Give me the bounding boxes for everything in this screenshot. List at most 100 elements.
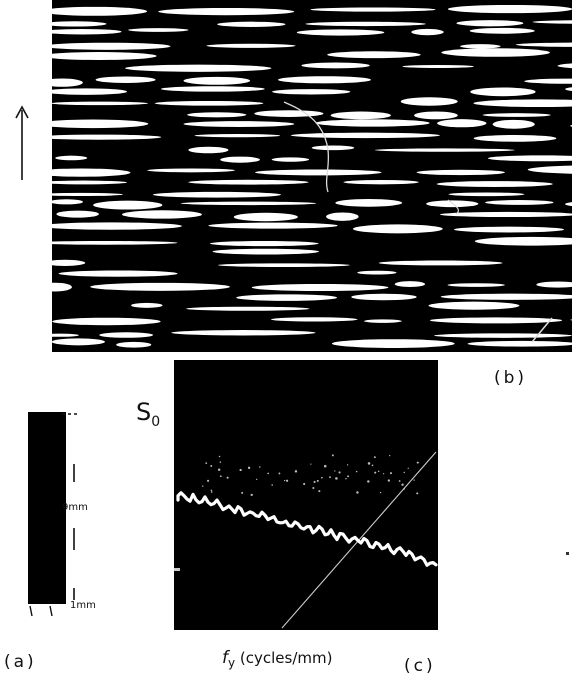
y-axis-label-sub: 0 (151, 413, 161, 430)
noise-dot (218, 455, 221, 458)
noise-dot (379, 491, 382, 494)
scale-upper-label: 9mm (62, 502, 88, 513)
noise-dot (377, 470, 380, 473)
grain-streak (194, 134, 281, 138)
noise-dot (371, 464, 374, 467)
grain-streak (310, 7, 436, 12)
grain-streak (460, 44, 501, 49)
grain-streak (330, 111, 391, 120)
grain-streak (209, 240, 319, 247)
grain-streak (52, 199, 84, 205)
noise-dot (271, 484, 273, 486)
grain-streak (233, 212, 298, 222)
noise-dot (373, 456, 376, 459)
noise-dot (294, 470, 298, 473)
grain-streak (217, 21, 286, 27)
noise-dot (312, 486, 315, 490)
grain-streak (171, 330, 316, 336)
grain-streak (116, 341, 152, 348)
grain-streak (532, 20, 572, 24)
noise-dot (256, 478, 258, 481)
grain-streak (254, 110, 324, 117)
noise-dot (219, 461, 222, 463)
grain-streak (485, 200, 554, 205)
grain-streak (99, 332, 154, 338)
grain-streak (52, 168, 131, 177)
grain-streak (52, 282, 72, 292)
noise-dot (387, 479, 391, 482)
grain-streak (400, 97, 458, 106)
grain-streak (251, 283, 389, 292)
grain-streak (327, 51, 421, 59)
grain-streak (482, 113, 551, 117)
grain-streak (565, 87, 572, 92)
grain-streak (447, 4, 572, 14)
grain-streak (436, 181, 553, 187)
noise-dot (398, 480, 401, 482)
scale-ticks (29, 413, 80, 617)
noise-dot (202, 485, 204, 487)
grain-streak (378, 260, 503, 266)
grain-streak (296, 29, 385, 36)
grain-streak (58, 270, 178, 277)
noise-dot (407, 467, 409, 469)
grain-streak (469, 27, 535, 34)
noise-dot (210, 465, 213, 467)
grain-streak (416, 169, 505, 176)
grain-streak (536, 281, 572, 288)
noise-dot (331, 454, 334, 457)
grain-streak (52, 317, 161, 326)
grain-streak (456, 20, 524, 27)
grain-streak (335, 198, 403, 207)
noise-dot (416, 461, 419, 464)
panel-c-label: (c) (404, 656, 436, 676)
noise-dot (335, 477, 338, 480)
noise-dot (403, 487, 406, 490)
grain-streak (160, 86, 265, 92)
noise-dot (303, 482, 306, 486)
grain-streak (52, 21, 107, 27)
panel-a-label: (a) (4, 652, 37, 672)
grain-streak (183, 121, 295, 127)
grain-streak (301, 62, 370, 69)
panel-b-label: (b) (494, 368, 528, 388)
grain-streak (183, 76, 251, 85)
grain-streak (208, 222, 338, 229)
grain-streak (52, 52, 157, 61)
noise-dot (355, 470, 358, 473)
y-axis-label-base: S (136, 398, 152, 426)
grain-streak (52, 88, 128, 95)
grain-streak (311, 145, 355, 151)
grain-streak (52, 222, 183, 230)
noise-dot (329, 476, 331, 479)
noise-dot (401, 483, 404, 486)
noise-dot (356, 491, 359, 494)
noise-dot (389, 454, 391, 457)
grain-streak (351, 293, 417, 301)
grain-streak (188, 179, 309, 185)
grain-streak (402, 64, 474, 69)
grain-streak (217, 263, 350, 267)
grain-streak (52, 101, 148, 106)
noise-dot (205, 462, 208, 465)
grain-streak (434, 333, 572, 338)
grain-streak (56, 210, 99, 218)
grain-streak (474, 236, 572, 246)
grain-streak (52, 42, 171, 50)
noise-dot (338, 471, 341, 474)
grain-streak (187, 112, 247, 118)
x-axis-label: fy (cycles/mm) (222, 648, 332, 670)
up-arrow-icon (15, 105, 29, 180)
micrograph-image (52, 0, 572, 352)
grain-streak (131, 302, 163, 308)
grain-streak (447, 283, 505, 287)
grain-streak (470, 87, 536, 97)
spectrum-image (174, 360, 438, 630)
grain-streak (90, 282, 230, 291)
grain-streak (439, 211, 572, 218)
noise-dot (250, 493, 253, 496)
grain-streak (315, 119, 430, 127)
grain-streak (55, 155, 88, 161)
grain-streak (429, 317, 563, 324)
grain-streak (93, 200, 163, 210)
